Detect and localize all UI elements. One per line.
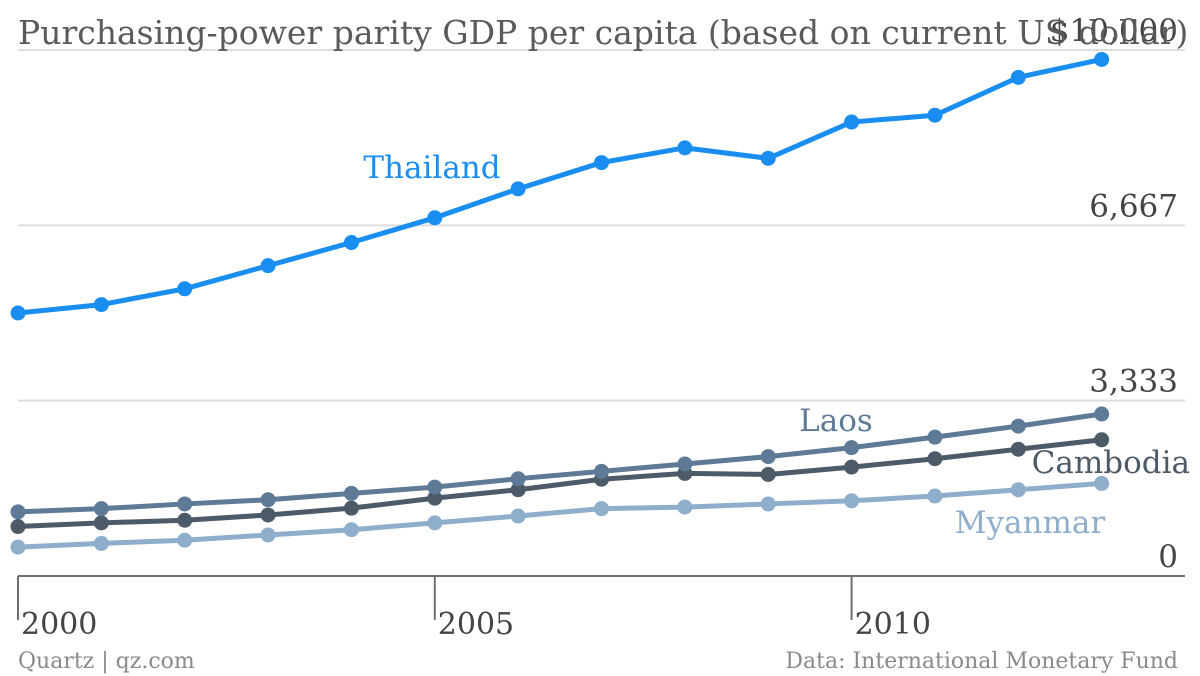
data-point-myanmar-2001	[93, 535, 109, 551]
data-point-laos-2002	[177, 496, 193, 512]
plot-area	[10, 51, 1110, 555]
y-tick-label-2: 6,667	[1089, 188, 1178, 224]
series-label-myanmar: Myanmar	[955, 505, 1106, 541]
data-point-laos-2011	[927, 429, 943, 445]
series-cambodia	[10, 432, 1110, 535]
data-point-laos-2004	[343, 485, 359, 501]
series-line-laos	[15, 411, 1105, 515]
data-point-thailand-2002	[177, 281, 193, 297]
gridlines	[18, 49, 1185, 402]
data-point-myanmar-2010	[844, 493, 860, 509]
data-point-cambodia-2009	[760, 466, 776, 482]
data-point-laos-2000	[10, 504, 26, 520]
data-point-laos-2001	[93, 501, 109, 517]
data-point-laos-2005	[427, 479, 443, 495]
data-point-myanmar-2007	[594, 501, 609, 517]
data-point-myanmar-2005	[427, 515, 443, 531]
data-point-cambodia-2001	[93, 515, 109, 531]
source-credit: Quartz | qz.com	[18, 649, 195, 674]
series-label-laos: Laos	[799, 403, 873, 439]
data-point-thailand-2004	[343, 235, 359, 251]
data-point-laos-2007	[594, 463, 609, 479]
data-point-myanmar-2008	[677, 499, 693, 515]
data-point-thailand-2001	[93, 297, 109, 313]
data-point-thailand-2008	[677, 140, 693, 156]
data-point-myanmar-2003	[260, 527, 276, 543]
data-point-thailand-2013	[1094, 51, 1110, 67]
data-point-cambodia-2012	[1010, 441, 1026, 457]
series-line-cambodia	[15, 437, 1105, 530]
data-point-thailand-2007	[594, 155, 609, 171]
data-point-laos-2009	[760, 449, 776, 465]
x-tick-label-0: 2000	[21, 607, 97, 642]
data-point-cambodia-2006	[510, 482, 526, 498]
series-thailand	[10, 51, 1110, 321]
data-point-laos-2003	[260, 492, 276, 508]
data-point-cambodia-2005	[427, 490, 443, 506]
data-point-laos-2006	[510, 471, 526, 487]
y-tick-label-1: 3,333	[1089, 364, 1178, 400]
series-label-thailand: Thailand	[363, 150, 500, 186]
data-point-cambodia-2000	[10, 519, 26, 535]
data-point-thailand-2011	[927, 107, 943, 123]
data-point-laos-2012	[1010, 418, 1026, 434]
data-point-myanmar-2013	[1094, 475, 1110, 491]
data-point-myanmar-2006	[510, 508, 526, 524]
data-point-thailand-2005	[427, 210, 443, 226]
data-point-laos-2008	[677, 456, 693, 472]
x-axis: 2000 2005 2010	[17, 576, 931, 642]
chart-title: Purchasing-power parity GDP per capita (…	[18, 13, 1188, 52]
data-point-cambodia-2013	[1094, 432, 1110, 448]
x-tick-label-1: 2005	[438, 607, 514, 642]
y-tick-label-3: $10,000	[1050, 13, 1178, 49]
series-line-thailand	[15, 56, 1105, 316]
data-point-thailand-2000	[10, 305, 26, 321]
series-laos	[10, 406, 1110, 520]
series-myanmar	[10, 475, 1110, 555]
data-point-myanmar-2011	[927, 488, 943, 504]
data-point-thailand-2009	[760, 150, 776, 166]
data-point-myanmar-2009	[760, 496, 776, 512]
series-line-myanmar	[15, 480, 1105, 550]
data-point-thailand-2006	[510, 181, 526, 197]
data-point-cambodia-2010	[844, 459, 860, 475]
data-point-cambodia-2011	[927, 451, 943, 467]
y-tick-label-0: 0	[1158, 539, 1178, 575]
data-point-cambodia-2002	[177, 512, 193, 528]
data-point-myanmar-2000	[10, 539, 26, 555]
data-point-cambodia-2003	[260, 507, 276, 523]
data-point-thailand-2012	[1010, 69, 1026, 85]
data-point-cambodia-2004	[343, 500, 359, 516]
data-point-myanmar-2002	[177, 532, 193, 548]
data-point-laos-2013	[1094, 406, 1110, 422]
data-point-thailand-2003	[260, 258, 276, 274]
y-axis: 0 3,333 6,667 $10,000	[1050, 13, 1178, 575]
data-point-thailand-2010	[844, 114, 860, 130]
series-labels: Thailand Laos Cambodia Myanmar	[363, 150, 1190, 541]
data-point-myanmar-2004	[343, 522, 359, 538]
data-point-laos-2010	[844, 440, 860, 456]
series-label-cambodia: Cambodia	[1032, 445, 1190, 481]
data-source: Data: International Monetary Fund	[785, 649, 1178, 674]
x-tick-label-2: 2010	[855, 607, 931, 642]
data-point-myanmar-2012	[1010, 482, 1026, 498]
